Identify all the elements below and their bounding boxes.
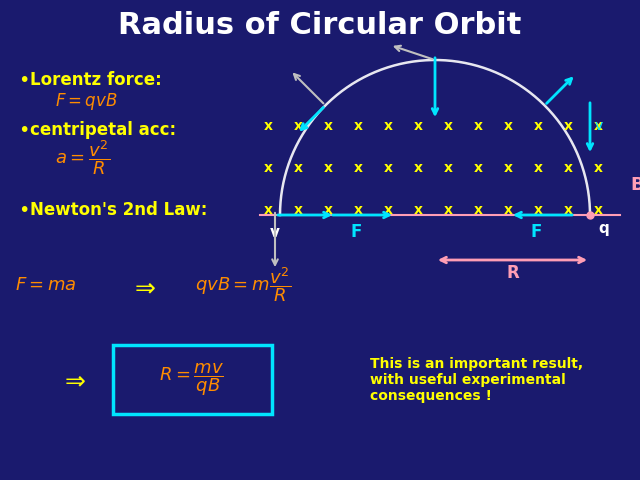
Text: x: x	[294, 203, 303, 217]
Text: x: x	[593, 119, 602, 133]
Text: x: x	[413, 119, 422, 133]
Text: Newton's 2nd Law:: Newton's 2nd Law:	[30, 201, 207, 219]
Text: x: x	[353, 119, 362, 133]
Text: x: x	[444, 119, 452, 133]
Text: x: x	[353, 203, 362, 217]
Text: B: B	[630, 176, 640, 194]
Text: $\Rightarrow$: $\Rightarrow$	[60, 368, 86, 392]
Text: This is an important result,
with useful experimental
consequences !: This is an important result, with useful…	[370, 357, 583, 403]
Text: $qvB = m\dfrac{v^2}{R}$: $qvB = m\dfrac{v^2}{R}$	[195, 265, 291, 304]
FancyBboxPatch shape	[113, 345, 272, 414]
Text: •: •	[18, 71, 29, 89]
Text: x: x	[534, 161, 543, 175]
Text: centripetal acc:: centripetal acc:	[30, 121, 176, 139]
Text: $\Rightarrow$: $\Rightarrow$	[130, 275, 157, 299]
Text: x: x	[534, 203, 543, 217]
Text: •: •	[18, 201, 29, 219]
Text: x: x	[264, 203, 273, 217]
Text: x: x	[323, 161, 333, 175]
Text: •: •	[18, 120, 29, 140]
Text: x: x	[323, 203, 333, 217]
Text: x: x	[593, 203, 602, 217]
Text: x: x	[294, 119, 303, 133]
Text: v: v	[270, 225, 280, 240]
Text: x: x	[504, 119, 513, 133]
Text: F: F	[350, 223, 362, 241]
Text: q: q	[598, 221, 609, 236]
Text: x: x	[534, 119, 543, 133]
Text: x: x	[383, 203, 392, 217]
Text: x: x	[413, 203, 422, 217]
Text: x: x	[264, 161, 273, 175]
Text: x: x	[563, 203, 573, 217]
Text: x: x	[474, 119, 483, 133]
Text: $a = \dfrac{v^2}{R}$: $a = \dfrac{v^2}{R}$	[55, 139, 110, 178]
Text: Radius of Circular Orbit: Radius of Circular Orbit	[118, 11, 522, 39]
Text: x: x	[383, 119, 392, 133]
Text: $R = \dfrac{mv}{qB}$: $R = \dfrac{mv}{qB}$	[159, 361, 225, 398]
Text: x: x	[353, 161, 362, 175]
Text: x: x	[294, 161, 303, 175]
Text: x: x	[474, 203, 483, 217]
Text: x: x	[444, 161, 452, 175]
Text: F: F	[530, 223, 541, 241]
Text: x: x	[264, 119, 273, 133]
Text: x: x	[413, 161, 422, 175]
Text: x: x	[504, 203, 513, 217]
Text: x: x	[593, 161, 602, 175]
Text: x: x	[323, 119, 333, 133]
Text: x: x	[444, 203, 452, 217]
Text: x: x	[563, 161, 573, 175]
Text: v: v	[595, 119, 604, 133]
Text: $F = ma$: $F = ma$	[15, 276, 77, 294]
Text: $F = qvB$: $F = qvB$	[55, 92, 118, 112]
Text: x: x	[474, 161, 483, 175]
Text: x: x	[383, 161, 392, 175]
Text: Lorentz force:: Lorentz force:	[30, 71, 162, 89]
Text: x: x	[504, 161, 513, 175]
Text: x: x	[563, 119, 573, 133]
Text: R: R	[506, 264, 519, 282]
